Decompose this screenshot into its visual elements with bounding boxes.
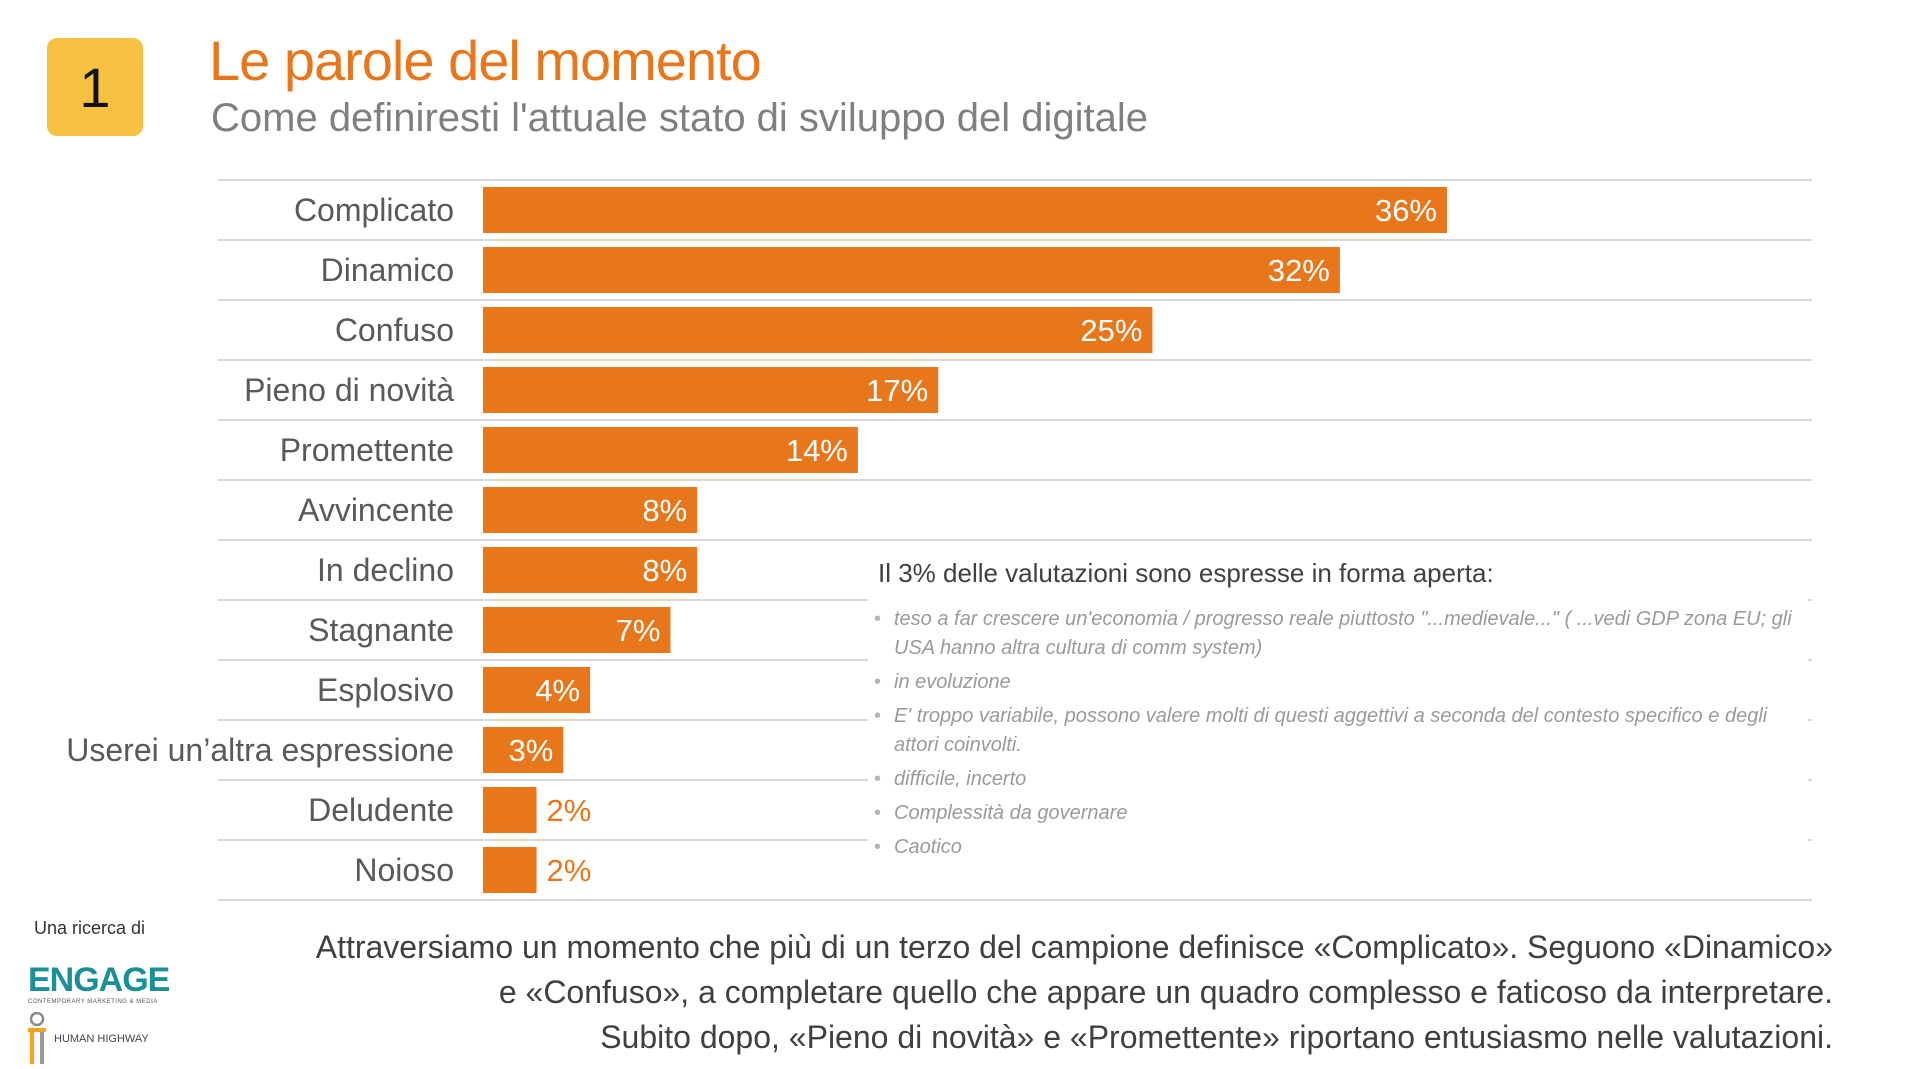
commentary: Attraversiamo un momento che più di un t… bbox=[233, 925, 1833, 1060]
category-label: Complicato bbox=[294, 192, 454, 228]
sponsor-label: Una ricerca di bbox=[34, 918, 146, 938]
bar bbox=[483, 307, 1153, 353]
category-label: Promettente bbox=[280, 432, 454, 468]
data-label: 36% bbox=[1375, 193, 1437, 228]
bar bbox=[483, 847, 537, 893]
commentary-line: Attraversiamo un momento che più di un t… bbox=[315, 929, 1833, 965]
engage-logo: ENGAGE CONTEMPORARY MARKETING & MEDIA bbox=[28, 961, 170, 1005]
category-label: Confuso bbox=[335, 312, 454, 348]
data-label: 8% bbox=[642, 553, 687, 588]
category-label: Noioso bbox=[354, 852, 454, 888]
category-label: Dinamico bbox=[321, 252, 454, 288]
human-highway-logo: HUMAN HIGHWAY bbox=[26, 1012, 149, 1066]
bar bbox=[483, 427, 858, 473]
bar bbox=[483, 727, 564, 773]
data-label: 7% bbox=[616, 613, 661, 648]
data-label: 17% bbox=[866, 373, 928, 408]
data-label: 32% bbox=[1268, 253, 1330, 288]
open-answer-item: difficile, incerto bbox=[868, 765, 1808, 794]
data-label: 25% bbox=[1080, 313, 1142, 348]
human-figure-icon bbox=[28, 1012, 46, 1064]
bar bbox=[483, 547, 698, 593]
slide-title: Le parole del momento bbox=[209, 29, 762, 92]
data-label: 14% bbox=[786, 433, 848, 468]
engage-tagline: CONTEMPORARY MARKETING & MEDIA bbox=[28, 999, 158, 1005]
data-label: 2% bbox=[547, 853, 592, 888]
category-label: Deludente bbox=[308, 792, 454, 828]
open-answer-item: Complessità da governare bbox=[868, 799, 1808, 828]
bar bbox=[483, 607, 671, 653]
commentary-line: e «Confuso», a completare quello che app… bbox=[498, 974, 1833, 1010]
engage-wordmark: ENGAGE bbox=[28, 961, 170, 999]
category-label: Userei un’altra espressione bbox=[66, 732, 454, 768]
slide-number-badge: 1 bbox=[47, 38, 143, 136]
bar bbox=[483, 247, 1340, 293]
human-highway-name: HUMAN HIGHWAY bbox=[54, 1033, 149, 1045]
category-label: Stagnante bbox=[308, 612, 454, 648]
bar bbox=[483, 187, 1447, 233]
data-label: 8% bbox=[642, 493, 687, 528]
bar bbox=[483, 367, 939, 413]
slide-subtitle: Come definiresti l'attuale stato di svil… bbox=[211, 96, 1149, 140]
commentary-line: Subito dopo, «Pieno di novità» e «Promet… bbox=[600, 1019, 1833, 1055]
category-label: Pieno di novità bbox=[244, 372, 454, 408]
open-answers-panel: Il 3% delle valutazioni sono espresse in… bbox=[868, 558, 1808, 867]
data-label: 2% bbox=[547, 793, 592, 828]
category-label: In declino bbox=[317, 552, 454, 588]
open-answers-title: Il 3% delle valutazioni sono espresse in… bbox=[878, 558, 1494, 588]
open-answer-item: Caotico bbox=[868, 833, 1808, 862]
category-label: Esplosivo bbox=[317, 672, 454, 708]
open-answer-item: E' troppo variabile, possono valere molt… bbox=[868, 702, 1808, 760]
bar bbox=[483, 787, 537, 833]
bar bbox=[483, 667, 591, 713]
open-answer-item: teso a far crescere un'economia / progre… bbox=[868, 605, 1808, 663]
data-label: 4% bbox=[535, 673, 580, 708]
data-label: 3% bbox=[509, 733, 554, 768]
category-label: Avvincente bbox=[298, 492, 454, 528]
open-answer-item: in evoluzione bbox=[868, 668, 1808, 697]
open-answers-list: teso a far crescere un'economia / progre… bbox=[868, 605, 1808, 862]
slide-number: 1 bbox=[79, 55, 111, 119]
bar bbox=[483, 487, 698, 533]
